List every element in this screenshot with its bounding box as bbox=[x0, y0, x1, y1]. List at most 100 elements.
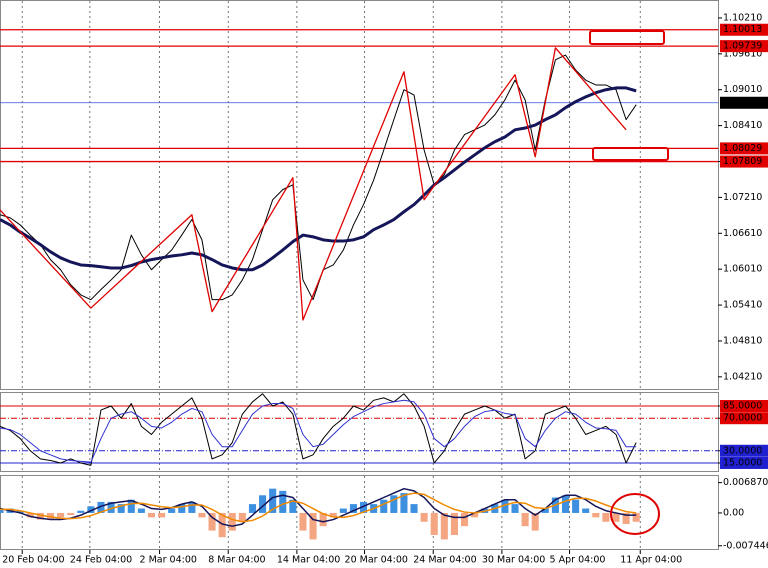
level-label-box bbox=[720, 23, 768, 36]
level-label: 1.08029 bbox=[723, 143, 762, 154]
y-tick-label: 1.06010 bbox=[723, 264, 762, 275]
y-tick-label: 1.04210 bbox=[723, 371, 762, 382]
histogram-bar bbox=[349, 504, 357, 513]
histogram-bar bbox=[168, 508, 176, 513]
histogram-bar bbox=[400, 493, 408, 513]
histogram-bar bbox=[501, 499, 509, 513]
x-tick-label: 20 Mar 04:00 bbox=[345, 555, 408, 566]
series-line bbox=[0, 487, 637, 527]
highlight-box bbox=[592, 147, 669, 161]
y-tick-label: 0.0068709 bbox=[723, 477, 768, 488]
histogram-bar bbox=[309, 512, 317, 540]
level-label: 1.09739 bbox=[723, 41, 762, 52]
level-label-box bbox=[720, 155, 768, 168]
histogram-bar bbox=[57, 512, 65, 518]
histogram-bar bbox=[238, 512, 246, 522]
histogram-bar bbox=[279, 490, 287, 513]
y-tick-label: 85.0000 bbox=[723, 400, 762, 411]
histogram-bar bbox=[107, 501, 115, 513]
y-tick-label-box bbox=[720, 456, 768, 469]
y-tick-label: 1.07210 bbox=[723, 192, 762, 203]
histogram-bar bbox=[592, 512, 600, 518]
x-tick-label: 24 Mar 04:00 bbox=[413, 555, 476, 566]
x-tick-label: 20 Feb 04:00 bbox=[2, 555, 64, 566]
histogram-bar bbox=[289, 499, 297, 513]
histogram-bar bbox=[26, 512, 34, 518]
histogram-bar bbox=[390, 495, 398, 513]
histogram-bar bbox=[572, 499, 580, 513]
histogram-bar bbox=[339, 508, 347, 513]
y-tick-label-box bbox=[720, 444, 768, 457]
y-tick-label: 1.09610 bbox=[723, 48, 762, 59]
y-tick-label: 1.05410 bbox=[723, 300, 762, 311]
histogram-bar bbox=[612, 512, 620, 522]
y-tick-label: 1.09010 bbox=[723, 84, 762, 95]
highlight-circle bbox=[610, 493, 660, 535]
level-label: 1.10013 bbox=[723, 24, 762, 35]
panel-frame bbox=[0, 392, 719, 472]
x-tick-label: 8 Mar 04:00 bbox=[208, 555, 265, 566]
series-line bbox=[0, 47, 627, 321]
histogram-bar bbox=[0, 508, 4, 513]
histogram-bar bbox=[87, 506, 95, 513]
y-tick-label: 1.04810 bbox=[723, 335, 762, 346]
histogram-bar bbox=[158, 512, 166, 518]
histogram-bar bbox=[602, 512, 610, 522]
histogram-bar bbox=[198, 512, 206, 518]
histogram-bar bbox=[460, 512, 469, 527]
series-line bbox=[0, 399, 637, 463]
histogram-bar bbox=[632, 512, 640, 522]
level-label-box bbox=[720, 40, 768, 53]
histogram-bar bbox=[259, 495, 267, 513]
x-tick-label: 11 Apr 04:00 bbox=[620, 555, 682, 566]
histogram-bar bbox=[77, 510, 85, 513]
y-tick-label: 15.0000 bbox=[723, 457, 762, 468]
histogram-bar bbox=[521, 512, 529, 527]
x-tick-label: 2 Mar 04:00 bbox=[140, 555, 197, 566]
level-label-box bbox=[720, 142, 768, 155]
histogram-bar bbox=[420, 512, 428, 522]
histogram-bar bbox=[450, 512, 458, 535]
histogram-bar bbox=[360, 501, 368, 513]
histogram-bar bbox=[299, 512, 307, 531]
histogram-bar bbox=[380, 499, 388, 513]
histogram-bar bbox=[97, 501, 105, 513]
histogram-bar bbox=[561, 495, 570, 513]
y-tick-label: 1.10210 bbox=[723, 12, 762, 23]
level-label-box bbox=[720, 96, 768, 109]
histogram-bar bbox=[471, 512, 479, 518]
histogram-bar bbox=[329, 512, 337, 518]
histogram-bar bbox=[117, 504, 125, 513]
histogram-bar bbox=[531, 512, 539, 531]
y-tick-label-box bbox=[720, 399, 768, 412]
y-tick-label-box bbox=[720, 412, 768, 425]
y-tick-label: 1.06610 bbox=[723, 228, 762, 239]
histogram-bar bbox=[188, 501, 196, 513]
histogram-bar bbox=[147, 512, 156, 518]
histogram-bar bbox=[582, 508, 590, 513]
highlight-box bbox=[589, 30, 665, 45]
histogram-bar bbox=[430, 512, 438, 535]
histogram-bar bbox=[127, 499, 135, 513]
y-tick-label: -0.007446 bbox=[723, 540, 768, 551]
histogram-bar bbox=[67, 512, 75, 516]
histogram-bar bbox=[248, 504, 256, 513]
histogram-bar bbox=[541, 508, 549, 513]
x-tick-label: 14 Mar 04:00 bbox=[277, 555, 340, 566]
y-tick-label: 1.08410 bbox=[723, 120, 762, 131]
histogram-bar bbox=[511, 504, 519, 513]
histogram-bar bbox=[319, 512, 327, 527]
histogram-bar bbox=[269, 488, 277, 513]
histogram-bar bbox=[137, 508, 145, 513]
panel-frame bbox=[0, 0, 719, 390]
histogram-bar bbox=[208, 512, 216, 531]
level-label: 1.07809 bbox=[723, 156, 762, 167]
series-line bbox=[0, 393, 637, 466]
histogram-bar bbox=[36, 512, 44, 520]
histogram-bar bbox=[218, 512, 226, 538]
histogram-bar bbox=[16, 510, 24, 513]
series-line bbox=[0, 86, 637, 272]
